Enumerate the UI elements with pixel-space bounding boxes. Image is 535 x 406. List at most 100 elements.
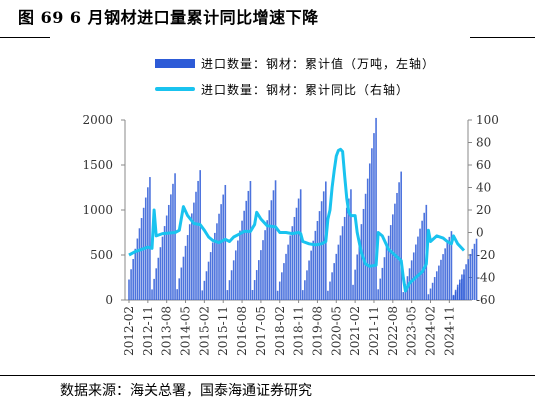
bar <box>333 263 335 300</box>
x-tick-label: 2014-05 <box>179 306 193 356</box>
bar <box>128 279 130 300</box>
bar <box>433 277 436 300</box>
bar <box>345 207 348 300</box>
bar <box>356 254 359 300</box>
bar <box>205 271 208 300</box>
bar <box>149 177 151 300</box>
bar <box>467 259 469 300</box>
bar <box>469 254 472 300</box>
right-tick-label: -60 <box>476 293 495 307</box>
bar <box>389 225 392 300</box>
bar <box>402 292 405 300</box>
bar <box>419 228 421 300</box>
legend-line-label: 进口数量：钢材：累计同比（右轴） <box>201 82 410 97</box>
bar <box>195 191 197 300</box>
bar <box>304 280 306 300</box>
bar <box>318 211 321 300</box>
bar <box>310 250 312 300</box>
bar <box>301 290 304 300</box>
bar <box>249 181 252 300</box>
legend-item-bar: 进口数量：钢材：累计值（万吨，左轴） <box>155 50 435 76</box>
bar <box>339 235 342 300</box>
bar <box>423 212 426 300</box>
bar <box>283 263 285 300</box>
bar <box>272 190 275 300</box>
bar <box>299 189 302 300</box>
right-tick-label: -20 <box>476 248 495 262</box>
bar <box>343 216 346 300</box>
bar <box>220 204 222 300</box>
bar <box>287 244 289 300</box>
x-tick-label: 2016-08 <box>235 306 249 356</box>
bar <box>237 240 239 300</box>
bar <box>193 202 195 300</box>
right-tick-label: 0 <box>476 226 484 240</box>
bar <box>157 257 160 300</box>
bar <box>232 260 235 300</box>
bar <box>264 230 266 300</box>
bar <box>400 171 402 300</box>
bar <box>266 220 268 300</box>
bar <box>379 278 382 300</box>
bar <box>285 253 287 300</box>
bar <box>295 207 298 300</box>
bar <box>140 218 143 300</box>
bar <box>297 198 300 300</box>
bar <box>320 201 323 300</box>
x-tick-label: 2022-08 <box>386 306 400 356</box>
bar <box>182 256 185 300</box>
bar <box>329 281 331 300</box>
bar <box>450 231 453 300</box>
bar <box>243 210 245 300</box>
bar <box>222 194 225 300</box>
bar <box>241 220 243 300</box>
bar <box>188 224 191 300</box>
bar <box>341 226 344 300</box>
bar <box>354 269 356 300</box>
yoy-line <box>128 147 466 293</box>
bar <box>289 235 292 300</box>
bar <box>167 204 170 300</box>
bar <box>461 278 463 300</box>
bar <box>421 220 423 300</box>
bar <box>442 254 444 300</box>
bar <box>456 287 459 300</box>
bar <box>201 290 204 300</box>
bar <box>373 133 375 300</box>
title-rule-left <box>0 37 50 38</box>
bar <box>394 203 396 300</box>
bar <box>216 223 218 300</box>
source-note: 数据来源：海关总署，国泰海通证券研究 <box>60 383 312 399</box>
bar <box>417 236 419 300</box>
bar <box>245 200 248 300</box>
x-tick-label: 2020-05 <box>329 306 343 356</box>
bar <box>184 245 187 300</box>
bar <box>322 191 325 300</box>
bar <box>293 216 296 300</box>
x-tick-label: 2024-11 <box>442 306 456 356</box>
bar <box>142 207 145 300</box>
bar <box>228 280 231 300</box>
bar <box>452 295 455 300</box>
bar <box>337 244 340 300</box>
bar <box>314 230 317 300</box>
bar <box>239 230 241 300</box>
bar <box>308 260 310 300</box>
bar <box>306 270 308 300</box>
x-tick-label: 2017-05 <box>254 306 268 356</box>
bar <box>159 247 162 300</box>
x-tick-label: 2013-08 <box>160 306 174 356</box>
bar <box>444 248 446 300</box>
x-tick-label: 2012-11 <box>141 306 155 356</box>
bar <box>247 190 250 300</box>
bar <box>153 278 155 300</box>
bar <box>387 235 390 300</box>
legend-bar-swatch <box>155 58 195 68</box>
bar <box>331 272 333 300</box>
bar <box>276 290 279 300</box>
left-tick-label: 2000 <box>82 113 113 127</box>
bar <box>364 193 367 300</box>
x-tick-label: 2023-05 <box>405 306 419 356</box>
left-tick-label: 0 <box>105 293 113 307</box>
right-tick-label: 100 <box>476 113 499 127</box>
